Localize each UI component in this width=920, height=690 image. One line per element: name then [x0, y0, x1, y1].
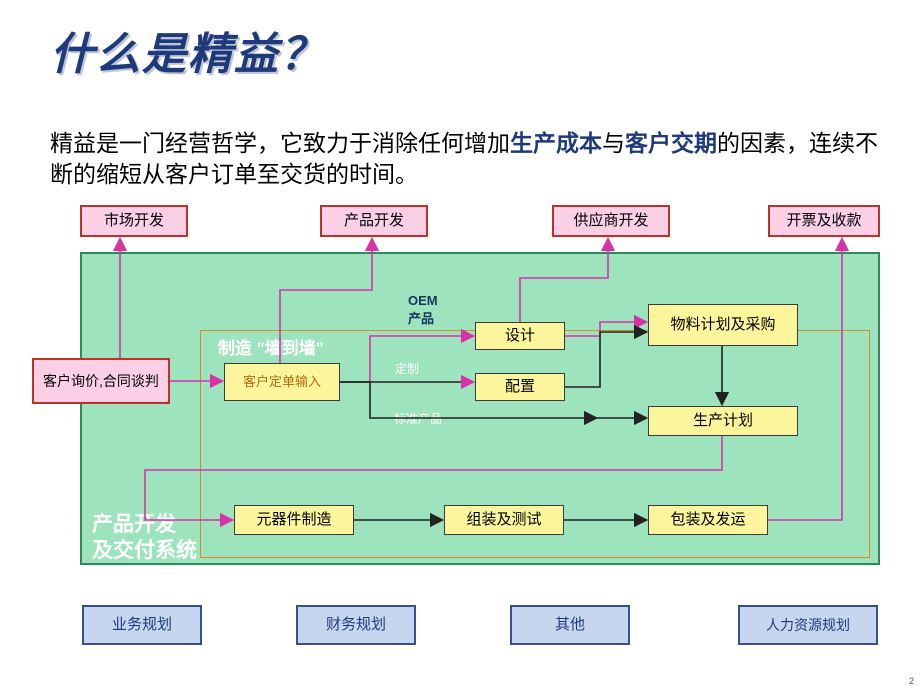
box-invoice: 开票及收款 [768, 205, 880, 237]
description: 精益是一门经营哲学，它致力于消除任何增加生产成本与客户交期的因素，连续不断的缩短… [50, 128, 880, 190]
desc-highlight-delivery: 客户交期 [625, 130, 717, 156]
label-system-2: 及交付系统 [92, 534, 197, 564]
page-title: 什么是精益？ [50, 18, 326, 82]
box-pack-ship: 包装及发运 [648, 505, 768, 535]
box-customer-inquiry: 客户询价,合同谈判 [32, 358, 170, 404]
box-material-plan: 物料计划及采购 [648, 304, 798, 346]
box-assembly-test: 组装及测试 [444, 505, 564, 535]
box-other: 其他 [510, 605, 630, 645]
label-standard: 标准产品 [394, 410, 442, 427]
box-config: 配置 [475, 373, 565, 401]
desc-mid: 与 [602, 130, 625, 156]
label-wall-to-wall: 制造 "墙到墙" [218, 334, 324, 359]
desc-part1: 精益是一门经营哲学，它致力于消除任何增加 [50, 130, 510, 156]
label-custom: 定制 [395, 360, 419, 377]
box-production-plan: 生产计划 [648, 406, 798, 436]
box-biz-plan: 业务规划 [82, 605, 202, 645]
label-oem-2: 产品 [408, 308, 434, 327]
box-design: 设计 [475, 322, 565, 350]
desc-highlight-cost: 生产成本 [510, 130, 602, 156]
label-oem-1: OEM [408, 293, 438, 308]
box-market-dev: 市场开发 [80, 205, 188, 237]
page-number: 2 [909, 676, 914, 686]
box-fin-plan: 财务规划 [296, 605, 416, 645]
box-component-mfg: 元器件制造 [234, 505, 354, 535]
box-supplier-dev: 供应商开发 [552, 205, 670, 237]
box-order-input: 客户定单输入 [224, 363, 340, 401]
box-product-dev: 产品开发 [320, 205, 428, 237]
box-hr-plan: 人力资源规划 [738, 605, 878, 645]
